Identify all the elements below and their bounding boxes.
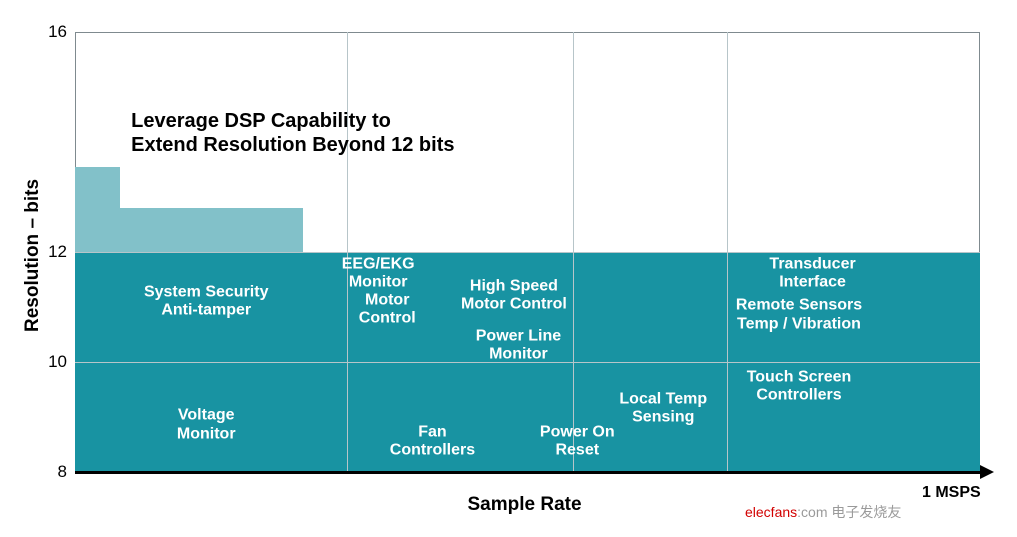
application-label-line: EEG/EKG <box>342 256 415 274</box>
application-label-line: Transducer <box>769 256 855 274</box>
application-label: MotorControl <box>359 291 416 328</box>
application-label-line: Monitor <box>342 274 415 292</box>
x-axis-end-label: 1 MSPS <box>922 484 981 502</box>
y-tick-label: 12 <box>31 242 67 262</box>
application-label-line: High Speed <box>461 278 567 296</box>
application-label-line: Local Temp <box>619 390 707 408</box>
application-label: EEG/EKGMonitor <box>342 256 415 293</box>
y-tick-label: 16 <box>31 22 67 42</box>
application-label-line: Remote Sensors <box>736 297 862 315</box>
application-label-line: Fan <box>390 423 475 441</box>
application-label-line: Controllers <box>747 387 852 405</box>
x-axis-line <box>75 471 982 474</box>
application-label: System SecurityAnti-tamper <box>144 283 269 320</box>
application-label: VoltageMonitor <box>177 407 236 444</box>
application-label: Power OnReset <box>540 423 615 460</box>
watermark-suffix: :com <box>797 504 827 520</box>
y-tick-label: 8 <box>31 462 67 482</box>
dsp-annotation-line: Leverage DSP Capability to <box>131 109 454 133</box>
gridline-vertical <box>347 32 348 472</box>
gridline-vertical <box>573 32 574 472</box>
watermark: elecfans:com 电子发烧友 <box>745 502 901 522</box>
application-label-line: Power Line <box>476 327 561 345</box>
application-label-line: Reset <box>540 442 615 460</box>
gridline-vertical <box>727 32 728 472</box>
y-tick-label: 10 <box>31 352 67 372</box>
application-label: High SpeedMotor Control <box>461 278 567 315</box>
application-label-line: Interface <box>769 274 855 292</box>
application-label-line: System Security <box>144 283 269 301</box>
gridline-horizontal <box>75 252 980 253</box>
x-axis-arrow-icon <box>980 465 994 479</box>
application-label-line: Motor Control <box>461 296 567 314</box>
application-label-line: Sensing <box>619 409 707 427</box>
application-label: Remote SensorsTemp / Vibration <box>736 297 862 334</box>
application-label-line: Temp / Vibration <box>736 315 862 333</box>
application-label: Local TempSensing <box>619 390 707 427</box>
dsp-extension-step <box>75 167 120 252</box>
watermark-brand: elecfans <box>745 504 797 520</box>
resolution-samplerate-chart: Resolution – bits Sample Rate 1 MSPS ele… <box>0 0 1017 537</box>
application-label-line: Monitor <box>476 346 561 364</box>
dsp-annotation: Leverage DSP Capability toExtend Resolut… <box>131 109 454 157</box>
application-label: Touch ScreenControllers <box>747 368 852 405</box>
application-label: TransducerInterface <box>769 256 855 293</box>
dsp-annotation-line: Extend Resolution Beyond 12 bits <box>131 133 454 157</box>
application-label-line: Power On <box>540 423 615 441</box>
watermark-cn: 电子发烧友 <box>831 504 901 520</box>
application-label-line: Voltage <box>177 407 236 425</box>
application-label-line: Touch Screen <box>747 368 852 386</box>
x-axis-label: Sample Rate <box>468 494 582 516</box>
application-label: FanControllers <box>390 423 475 460</box>
dsp-extension-step <box>120 208 303 252</box>
application-label-line: Anti-tamper <box>144 302 269 320</box>
application-label-line: Control <box>359 310 416 328</box>
application-label-line: Controllers <box>390 442 475 460</box>
application-label-line: Monitor <box>177 425 236 443</box>
application-label: Power LineMonitor <box>476 327 561 364</box>
application-label-line: Motor <box>359 291 416 309</box>
